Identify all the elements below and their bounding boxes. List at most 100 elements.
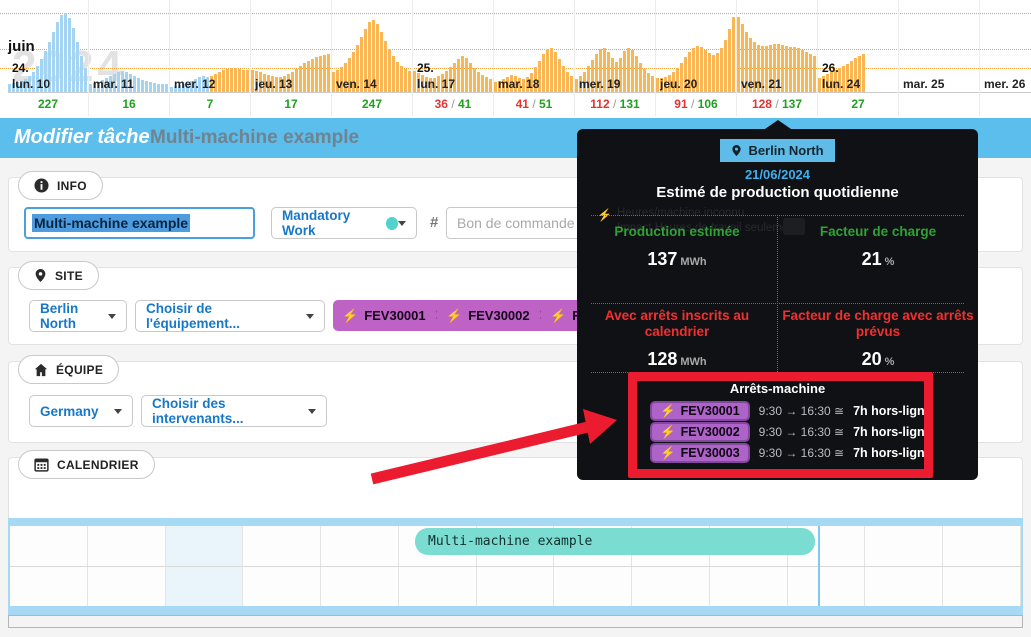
day-label: mar. 18 bbox=[498, 77, 540, 91]
production-bar bbox=[255, 71, 258, 92]
production-bar bbox=[129, 74, 132, 92]
production-bar bbox=[797, 48, 800, 92]
machine-stop-row: ⚡ FEV30003 9:30 → 16:30 ≅ 7h hors-ligne bbox=[650, 443, 932, 463]
day-production-count: 36 / 41 bbox=[413, 92, 493, 116]
production-bar bbox=[344, 63, 347, 92]
metric-value: 21% bbox=[861, 249, 895, 269]
production-bar bbox=[785, 46, 788, 92]
machine-badge: ⚡ FEV30001 bbox=[650, 401, 750, 421]
production-bar bbox=[186, 83, 189, 92]
production-bar bbox=[672, 72, 675, 92]
members-select[interactable]: Choisir des intervenants... bbox=[141, 395, 327, 427]
task-event-bar[interactable]: Multi-machine example bbox=[415, 528, 815, 555]
timeline-day-column[interactable]: mer. 26 bbox=[980, 0, 1031, 116]
house-icon bbox=[34, 363, 48, 376]
timeline-day-column[interactable]: jeu. 20 91 / 106 bbox=[656, 0, 737, 116]
production-bar bbox=[676, 68, 679, 92]
timeline-day-column[interactable]: ven. 21 128 / 137 bbox=[737, 0, 818, 116]
production-bar bbox=[170, 87, 173, 92]
production-bar bbox=[834, 70, 837, 92]
production-bar bbox=[583, 72, 586, 92]
task-name-subtitle: Multi-machine example bbox=[150, 127, 360, 148]
metric-value: 20% bbox=[861, 349, 895, 369]
stop-duration: 7h hors-ligne bbox=[853, 425, 932, 439]
production-bar bbox=[303, 63, 306, 92]
production-bar bbox=[554, 52, 557, 92]
production-bar bbox=[28, 76, 31, 92]
timeline-day-column[interactable]: ven. 14 247 bbox=[332, 0, 413, 116]
production-bar bbox=[700, 47, 703, 92]
tooltip-metric: Avec arrêts inscrits au calendrier 128 MWh bbox=[577, 308, 777, 370]
day-production-count: 128 / 137 bbox=[737, 92, 817, 116]
production-bar bbox=[506, 77, 509, 92]
count-with-stops: 91 bbox=[674, 97, 688, 111]
production-bar bbox=[380, 32, 383, 92]
production-bar bbox=[822, 76, 825, 92]
count-with-stops: 112 bbox=[590, 97, 610, 111]
production-bar bbox=[769, 45, 772, 92]
timeline-day-column[interactable]: mar. 11 16 bbox=[89, 0, 170, 116]
production-bar bbox=[546, 49, 549, 92]
production-bar bbox=[599, 49, 602, 92]
members-placeholder: Choisir des intervenants... bbox=[152, 396, 244, 426]
production-bar bbox=[161, 84, 164, 92]
production-bar bbox=[664, 77, 667, 92]
count-estimated: 41 bbox=[458, 97, 472, 111]
calendar-scroll-strip[interactable] bbox=[8, 615, 1023, 628]
production-bar bbox=[275, 77, 278, 92]
site-select[interactable]: Berlin North bbox=[29, 300, 127, 332]
production-bar bbox=[299, 66, 302, 92]
week-number-label: 24. bbox=[12, 61, 29, 75]
production-bar bbox=[587, 66, 590, 92]
timeline-day-column[interactable]: mar. 25 bbox=[899, 0, 980, 116]
team-select[interactable]: Germany bbox=[29, 395, 133, 427]
production-bar bbox=[818, 78, 821, 92]
day-production-count bbox=[899, 92, 979, 116]
count-estimated: 27 bbox=[851, 97, 865, 111]
tooltip-separator bbox=[591, 303, 964, 304]
equipment-select[interactable]: Choisir de l'équipement... bbox=[135, 300, 325, 332]
timeline-day-column[interactable]: 24. lun. 10 227 bbox=[8, 0, 89, 116]
day-label: ven. 21 bbox=[741, 77, 782, 91]
production-bar bbox=[194, 79, 197, 92]
production-bar bbox=[93, 83, 96, 92]
timeline-day-column[interactable]: mer. 12 7 bbox=[170, 0, 251, 116]
timeline-day-column[interactable]: 25. lun. 17 36 / 41 bbox=[413, 0, 494, 116]
tooltip-faint-box bbox=[783, 218, 805, 235]
production-bar bbox=[137, 78, 140, 92]
timeline-day-column[interactable]: jeu. 13 17 bbox=[251, 0, 332, 116]
timeline-day-column[interactable]: mer. 19 112 / 131 bbox=[575, 0, 656, 116]
machine-tag[interactable]: ⚡FEV30001✕ bbox=[333, 300, 456, 331]
task-name-input[interactable]: Multi-machine example bbox=[24, 207, 255, 239]
timeline-day-column[interactable]: 26. lun. 24 27 bbox=[818, 0, 899, 116]
tab-info-label: INFO bbox=[57, 178, 87, 193]
production-bar bbox=[352, 52, 355, 92]
production-bar bbox=[311, 59, 314, 92]
production-bar bbox=[437, 76, 440, 92]
day-label: jeu. 20 bbox=[660, 77, 698, 91]
production-bar bbox=[198, 77, 201, 92]
production-bar bbox=[336, 70, 339, 92]
production-bar bbox=[854, 58, 857, 92]
count-with-stops: 41 bbox=[515, 97, 529, 111]
count-estimated: 51 bbox=[539, 97, 553, 111]
production-bar bbox=[526, 77, 529, 92]
production-bar bbox=[101, 80, 104, 92]
production-bar bbox=[417, 73, 420, 92]
count-estimated: 106 bbox=[697, 97, 718, 111]
production-bar bbox=[210, 76, 213, 92]
production-bar bbox=[749, 38, 752, 92]
metric-unit: % bbox=[884, 356, 895, 368]
timeline-day-column[interactable]: mar. 18 41 / 51 bbox=[494, 0, 575, 116]
calendar-row-separator bbox=[10, 566, 1021, 567]
day-bars bbox=[89, 0, 169, 92]
production-bar bbox=[44, 51, 47, 92]
work-type-select[interactable]: Mandatory Work bbox=[271, 207, 417, 239]
chevron-down-icon bbox=[114, 408, 122, 414]
machine-stop-row: ⚡ FEV30002 9:30 → 16:30 ≅ 7h hors-ligne bbox=[650, 422, 932, 442]
production-bar bbox=[226, 69, 229, 92]
production-bar bbox=[745, 32, 748, 92]
day-production-count: 27 bbox=[818, 92, 898, 116]
